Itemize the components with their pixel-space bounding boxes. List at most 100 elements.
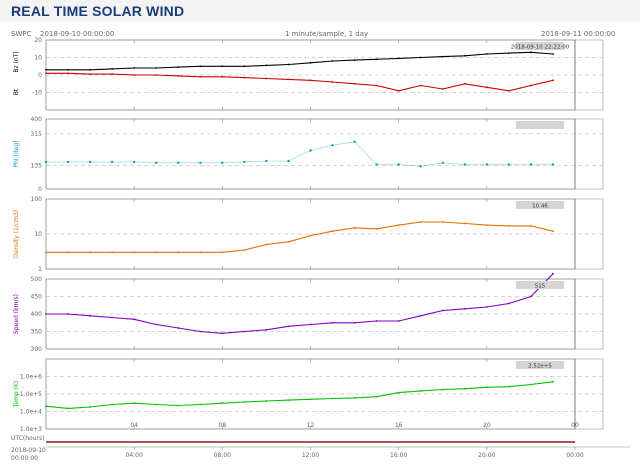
time-axis-tick-label: 16 — [395, 422, 403, 429]
data-point — [530, 51, 532, 54]
y-tick-label: 0 — [38, 72, 42, 79]
bottom-start-time: 00:00:00 — [11, 455, 38, 462]
data-point — [243, 65, 246, 68]
y-axis-label: Bt — [13, 88, 20, 95]
bottom-axis-tick-label: 12:00 — [302, 452, 319, 459]
data-point — [67, 72, 69, 75]
source-label: SWPC — [11, 30, 32, 38]
y-axis-label: Bz (nT) — [13, 51, 20, 72]
data-point — [375, 320, 378, 322]
value-box — [516, 42, 564, 50]
y-tick-label: 10 — [34, 231, 42, 238]
time-axis-tick-label: 00 — [571, 422, 579, 429]
data-point — [89, 73, 91, 75]
data-point — [89, 406, 91, 408]
data-point — [155, 403, 158, 406]
value-box — [516, 201, 564, 209]
data-point — [485, 306, 488, 308]
data-point — [530, 383, 532, 386]
data-point — [463, 54, 466, 57]
sampling-label: 1 minute/sample, 1 day — [285, 30, 368, 38]
data-point — [508, 225, 510, 227]
data-point — [397, 89, 400, 92]
data-point — [155, 67, 158, 69]
series-line — [46, 141, 553, 167]
data-point — [221, 65, 224, 68]
panel-frame — [45, 118, 576, 190]
bottom-axis-tick-label: 16:00 — [390, 452, 407, 459]
series-line — [46, 273, 554, 334]
y-tick-label: 400 — [31, 116, 43, 123]
y-tick-label: 500 — [31, 276, 43, 283]
value-box — [516, 361, 564, 369]
time-axis-tick-label: 04 — [130, 422, 138, 429]
data-point — [485, 53, 488, 55]
utc-hours-label: UTC(hours) — [11, 435, 44, 442]
value-box-text: 515 — [535, 283, 546, 289]
data-point — [309, 79, 312, 82]
data-point — [265, 328, 268, 331]
data-point — [331, 230, 334, 233]
solar-wind-chart: SWPC 2018-09-10 00:00:00 1 minute/sample… — [11, 30, 630, 462]
data-point — [419, 390, 422, 392]
data-point — [353, 59, 356, 61]
data-point — [463, 222, 466, 225]
data-point — [89, 68, 91, 71]
data-point — [530, 84, 532, 87]
data-point — [463, 307, 466, 310]
data-point — [45, 405, 47, 408]
data-point — [111, 403, 113, 406]
data-point — [199, 75, 202, 78]
y-tick-label: 10 — [34, 55, 42, 62]
panel-1: 0 135 315 400 Phi (deg) — [13, 116, 604, 193]
data-point — [441, 88, 444, 90]
data-point — [353, 82, 356, 85]
data-point — [485, 386, 488, 389]
data-point — [530, 225, 532, 227]
data-point — [508, 89, 510, 92]
data-point — [419, 56, 422, 59]
data-point — [45, 68, 47, 71]
data-point — [508, 52, 510, 54]
panel-0: -10 0 10 20 Bz (nT) Bt 2018-09-10 22:22:00 — [13, 37, 604, 111]
y-axis-label: Temp (K) — [13, 381, 20, 409]
data-point — [375, 58, 378, 61]
data-point — [221, 332, 224, 335]
data-point — [331, 397, 334, 400]
timeline-bar — [46, 441, 575, 443]
y-tick-label: -10 — [32, 90, 42, 97]
y-tick-label: 1.0e+4 — [20, 409, 42, 416]
data-point — [199, 251, 202, 254]
data-point — [463, 82, 466, 85]
data-point — [508, 302, 510, 305]
y-tick-label: 315 — [31, 131, 43, 138]
data-point — [133, 67, 136, 69]
data-point — [552, 79, 554, 82]
data-point — [485, 224, 488, 227]
data-point — [309, 323, 312, 326]
bottom-axis-tick-label: 00:00 — [566, 452, 583, 459]
data-point — [133, 251, 136, 254]
data-point — [243, 330, 246, 333]
data-point — [441, 388, 444, 391]
time-axis-tick-label: 08 — [219, 422, 227, 429]
data-point — [309, 234, 312, 237]
data-point — [111, 73, 113, 75]
y-tick-label: 0 — [38, 186, 42, 193]
series-line — [46, 51, 554, 71]
data-point — [155, 251, 158, 254]
data-point — [155, 323, 158, 326]
bottom-axis-group: UTC(hours) 2018-09-10 00:00:00 04:00 08:0… — [11, 435, 630, 462]
data-point — [111, 68, 113, 70]
data-point — [199, 330, 202, 333]
value-box-text: 2.52e+5 — [528, 363, 552, 369]
data-point — [485, 86, 488, 89]
data-point — [243, 249, 246, 251]
data-point — [397, 320, 400, 322]
data-point — [67, 407, 69, 410]
y-axis-label: Phi (deg) — [13, 141, 20, 168]
data-point — [177, 66, 180, 68]
header-banner: REAL TIME SOLAR WIND — [0, 0, 640, 23]
